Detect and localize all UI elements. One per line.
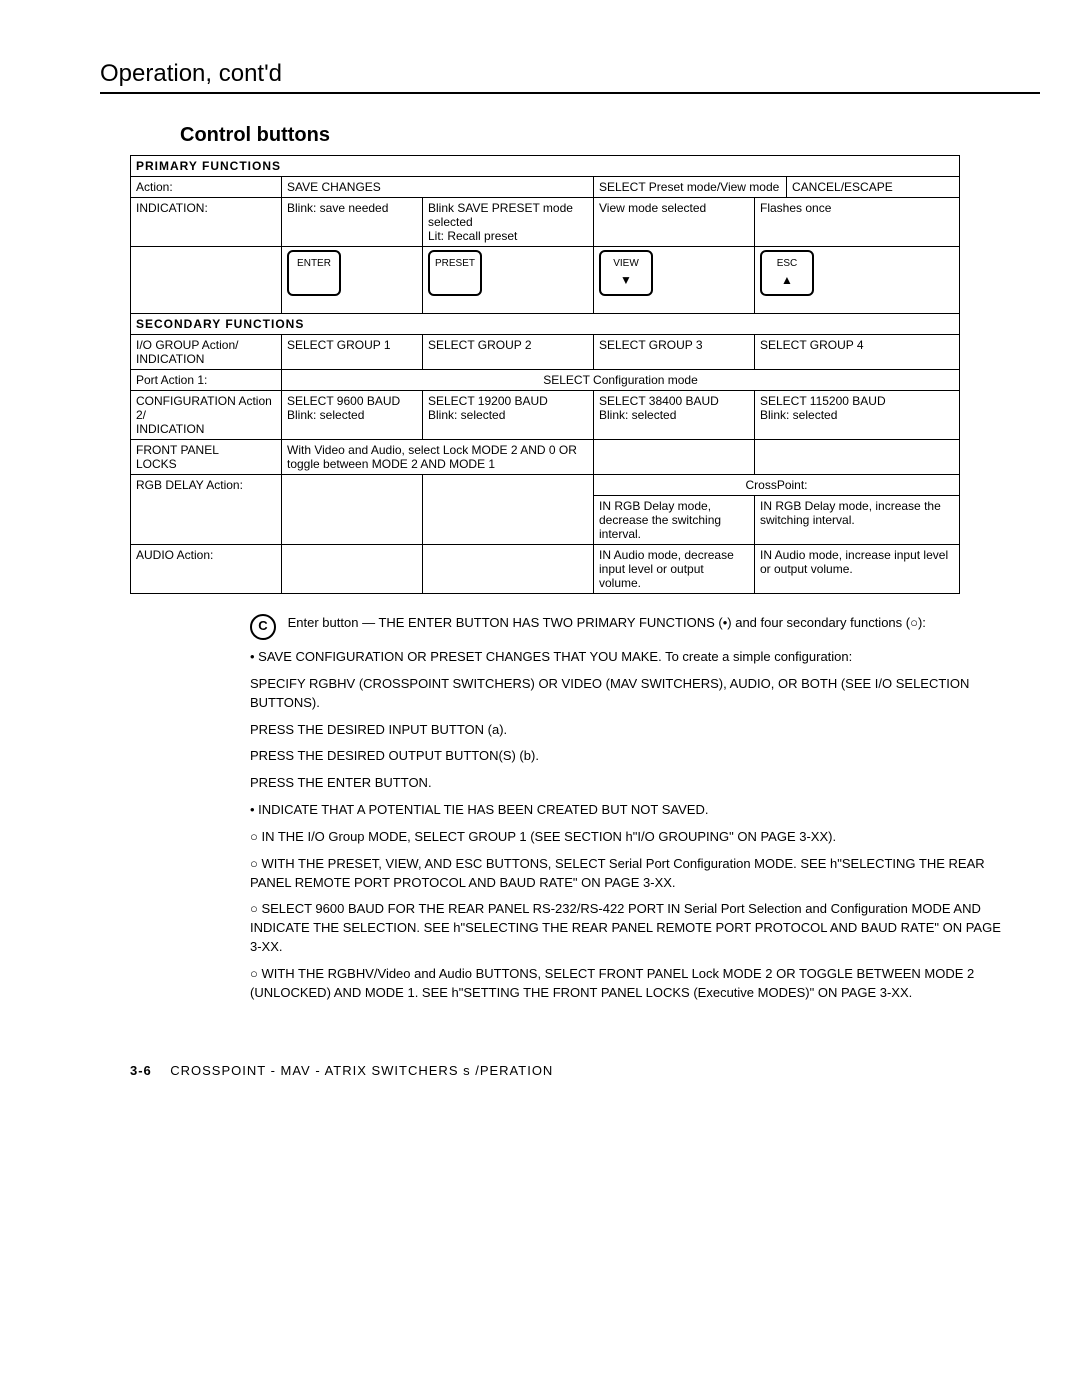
row-port: CONFIGURATION Action 2/ INDICATION SELEC…	[131, 391, 960, 440]
cell-port-4: SELECT 115200 BAUD Blink: selected	[755, 391, 960, 440]
cell-rgb-sub: CrossPoint:	[594, 475, 960, 496]
bullet-indicate: • INDICATE THAT A POTENTIAL TIE HAS BEEN…	[250, 801, 1010, 820]
o-2: ○ WITH THE PRESET, VIEW, AND ESC BUTTONS…	[250, 855, 1010, 893]
row-action: Action: SAVE CHANGES SELECT Preset mode/…	[131, 177, 960, 198]
row-locks: FRONT PANEL LOCKS With Video and Audio, …	[131, 440, 960, 475]
cell-btn-blank	[131, 247, 282, 314]
cell-btn-preset: PRESET	[423, 247, 594, 314]
cell-rgb-4: IN RGB Delay mode, increase the switchin…	[755, 496, 960, 545]
cell-audio-label: AUDIO Action:	[131, 545, 282, 594]
cell-action-cancel: CANCEL/ESCAPE	[787, 177, 960, 198]
cell-action-select: SELECT Preset mode/View mode	[594, 177, 787, 198]
cell-rgb-label: RGB DELAY Action:	[131, 475, 282, 545]
o-1: ○ IN THE I/O Group MODE, SELECT GROUP 1 …	[250, 828, 1010, 847]
cell-rgb-b1	[282, 475, 423, 545]
row-indication: INDICATION: Blink: save needed Blink SAV…	[131, 198, 960, 247]
step-3: PRESS THE DESIRED OUTPUT BUTTON(S) (b).	[250, 747, 1010, 766]
cell-locks-text: With Video and Audio, select Lock MODE 2…	[282, 440, 594, 475]
page-footer: 3-6 CROSSPOINT - MAV - ATRIX SWITCHERS s…	[130, 1063, 1040, 1078]
cell-porthdr-label: Port Action 1:	[131, 370, 282, 391]
cell-btn-esc: ESC	[755, 247, 960, 314]
cell-audio-b1	[282, 545, 423, 594]
body-text: C Enter button — THE ENTER BUTTON HAS TW…	[250, 614, 1010, 1003]
row-audio: AUDIO Action: IN Audio mode, decrease in…	[131, 545, 960, 594]
cell-locks-label: FRONT PANEL LOCKS	[131, 440, 282, 475]
cell-group-4: SELECT GROUP 4	[755, 335, 960, 370]
cell-porthdr-span: SELECT Configuration mode	[282, 370, 960, 391]
enter-circle-icon: C	[250, 614, 276, 640]
footer-page-num: 3-6	[130, 1063, 152, 1078]
row-group: I/O GROUP Action/ INDICATION SELECT GROU…	[131, 335, 960, 370]
cell-ind-4: Flashes once	[755, 198, 960, 247]
row-buttons: ENTER PRESET VIEW ESC	[131, 247, 960, 314]
section-title: Control buttons	[180, 124, 1040, 147]
p-enter-intro: Enter button — THE ENTER BUTTON HAS TWO …	[288, 615, 926, 630]
cell-btn-view: VIEW	[594, 247, 755, 314]
cell-group-2: SELECT GROUP 2	[423, 335, 594, 370]
footer-text: CROSSPOINT - MAV - ATRIX SWITCHERS s /PE…	[170, 1063, 553, 1078]
cell-ind-label: INDICATION:	[131, 198, 282, 247]
cell-btn-enter: ENTER	[282, 247, 423, 314]
view-button-icon: VIEW	[599, 250, 653, 296]
preset-button-icon: PRESET	[428, 250, 482, 296]
cell-audio-b2	[423, 545, 594, 594]
secondary-functions-header: SECONDARY FUNCTIONS	[131, 314, 960, 335]
control-buttons-table: PRIMARY FUNCTIONS Action: SAVE CHANGES S…	[130, 155, 960, 594]
cell-port-2: SELECT 19200 BAUD Blink: selected	[423, 391, 594, 440]
cell-group-label: I/O GROUP Action/ INDICATION	[131, 335, 282, 370]
o-3: ○ SELECT 9600 BAUD FOR THE REAR PANEL RS…	[250, 900, 1010, 957]
bullet-save: • SAVE CONFIGURATION OR PRESET CHANGES T…	[250, 648, 1010, 667]
row-port-hdr: Port Action 1: SELECT Configuration mode	[131, 370, 960, 391]
step-4: PRESS THE ENTER BUTTON.	[250, 774, 1010, 793]
cell-port-label: CONFIGURATION Action 2/ INDICATION	[131, 391, 282, 440]
cell-ind-2: Blink SAVE PRESET mode selected Lit: Rec…	[423, 198, 594, 247]
cell-rgb-3: IN RGB Delay mode, decrease the switchin…	[594, 496, 755, 545]
cell-audio-4: IN Audio mode, increase input level or o…	[755, 545, 960, 594]
cell-audio-3: IN Audio mode, decrease input level or o…	[594, 545, 755, 594]
cell-ind-1: Blink: save needed	[282, 198, 423, 247]
cell-group-3: SELECT GROUP 3	[594, 335, 755, 370]
cell-locks-b2	[755, 440, 960, 475]
step-2: PRESS THE DESIRED INPUT BUTTON (a).	[250, 721, 1010, 740]
esc-button-icon: ESC	[760, 250, 814, 296]
title-rule	[100, 92, 1040, 94]
cell-port-1: SELECT 9600 BAUD Blink: selected	[282, 391, 423, 440]
cell-rgb-b2	[423, 475, 594, 545]
step-1: SPECIFY RGBHV (CROSSPOINT SWITCHERS) OR …	[250, 675, 1010, 713]
primary-functions-header: PRIMARY FUNCTIONS	[131, 156, 960, 177]
cell-locks-b1	[594, 440, 755, 475]
row-rgb-hdr: RGB DELAY Action: CrossPoint:	[131, 475, 960, 496]
cell-port-3: SELECT 38400 BAUD Blink: selected	[594, 391, 755, 440]
page-title: Operation, cont'd	[100, 60, 1040, 88]
enter-button-icon: ENTER	[287, 250, 341, 296]
o-4: ○ WITH THE RGBHV/Video and Audio BUTTONS…	[250, 965, 1010, 1003]
cell-ind-3: View mode selected	[594, 198, 755, 247]
cell-group-1: SELECT GROUP 1	[282, 335, 423, 370]
cell-action-label: Action:	[131, 177, 282, 198]
cell-action-save: SAVE CHANGES	[282, 177, 594, 198]
